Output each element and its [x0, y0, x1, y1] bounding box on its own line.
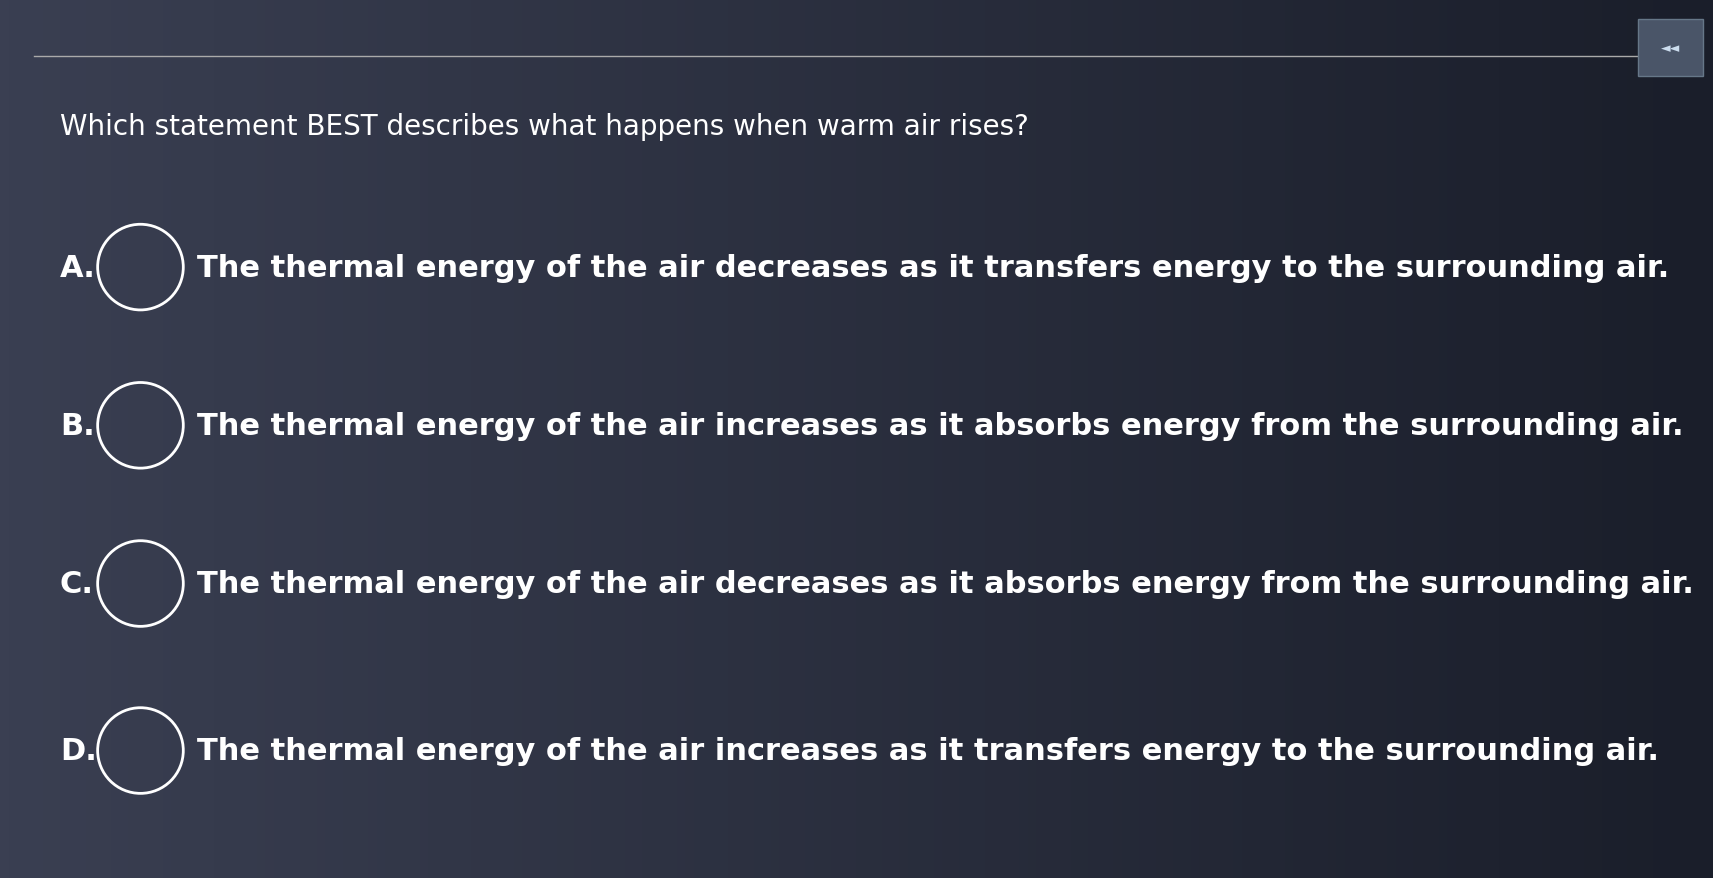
Text: Which statement BEST describes what happens when warm air rises?: Which statement BEST describes what happ… — [60, 113, 1030, 141]
Text: The thermal energy of the air decreases as it absorbs energy from the surroundin: The thermal energy of the air decreases … — [197, 570, 1694, 598]
Text: B.: B. — [60, 412, 94, 440]
Text: C.: C. — [60, 570, 94, 598]
Text: The thermal energy of the air decreases as it transfers energy to the surroundin: The thermal energy of the air decreases … — [197, 254, 1668, 282]
Text: The thermal energy of the air increases as it transfers energy to the surroundin: The thermal energy of the air increases … — [197, 737, 1658, 765]
Text: A.: A. — [60, 254, 96, 282]
Text: ◄◄: ◄◄ — [1660, 42, 1680, 54]
Text: D.: D. — [60, 737, 98, 765]
Text: The thermal energy of the air increases as it absorbs energy from the surroundin: The thermal energy of the air increases … — [197, 412, 1684, 440]
FancyBboxPatch shape — [1638, 19, 1703, 77]
